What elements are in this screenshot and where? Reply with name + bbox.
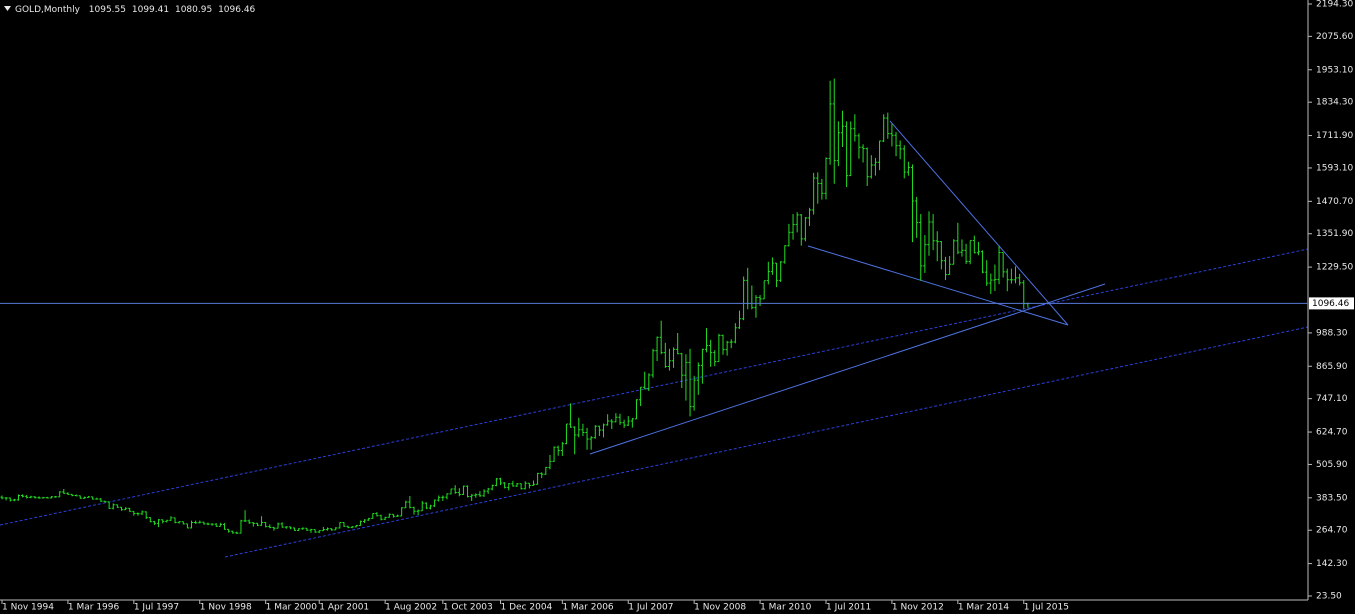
wedge-lower-line — [807, 245, 1069, 326]
x-tick-label: 1 Nov 1998 — [200, 603, 252, 613]
x-tick-label: 1 Jul 2011 — [826, 603, 871, 613]
x-tick-label: 1 Nov 2008 — [694, 603, 746, 613]
x-tick-label: 1 Mar 2000 — [266, 603, 318, 613]
x-tick-label: 1 Mar 2014 — [958, 603, 1010, 613]
open-value: 1095.55 — [89, 5, 126, 15]
menu-triangle — [4, 6, 11, 11]
y-tick-label: 2075.60 — [1316, 32, 1353, 42]
y-tick-label: 1470.70 — [1316, 197, 1353, 207]
y-tick-label: 2194.30 — [1316, 0, 1353, 10]
y-tick-label: 264.70 — [1316, 526, 1348, 536]
x-tick-label: 1 Nov 1994 — [2, 603, 54, 613]
y-tick-label: 624.70 — [1316, 428, 1348, 438]
x-tick-label: 1 Jul 2007 — [628, 603, 673, 613]
current-price-box — [1309, 297, 1354, 310]
channel-lower — [224, 326, 1309, 558]
x-tick-label: 1 Dec 2004 — [501, 603, 553, 613]
x-tick-label: 1 Jul 2015 — [1024, 603, 1069, 613]
symbol-title: GOLD,Monthly — [15, 5, 81, 15]
x-tick-label: 1 Nov 2012 — [892, 603, 944, 613]
x-tick-label: 1 Oct 2003 — [443, 603, 493, 613]
y-tick-label: 1229.50 — [1316, 263, 1353, 273]
trend-lines — [0, 120, 1309, 558]
y-tick-label: 142.30 — [1316, 559, 1348, 569]
y-tick-label: 1593.10 — [1316, 163, 1353, 173]
y-tick-label: 1351.90 — [1316, 229, 1353, 239]
header: GOLD,Monthly 1095.55 1099.41 1080.95 109… — [15, 5, 256, 15]
high-value: 1099.41 — [132, 5, 169, 15]
y-tick-label: 1711.90 — [1316, 131, 1353, 141]
y-tick-label: 383.50 — [1316, 493, 1348, 503]
wedge-upper-line — [889, 120, 1069, 326]
channel-upper — [0, 248, 1309, 526]
x-tick-label: 1 Mar 2010 — [760, 603, 812, 613]
y-tick-label: 747.10 — [1316, 394, 1348, 404]
current-price-label: 1096.46 — [1312, 299, 1349, 309]
y-tick-label: 505.90 — [1316, 460, 1348, 470]
x-tick-label: 1 Aug 2002 — [385, 603, 437, 613]
y-tick-label: 1953.10 — [1316, 65, 1353, 75]
support-line — [589, 283, 1106, 455]
y-tick-label: 23.50 — [1316, 592, 1342, 602]
x-tick-label: 1 Jul 1997 — [134, 603, 179, 613]
bars — [0, 78, 1030, 534]
x-tick-label: 1 Mar 1996 — [68, 603, 120, 613]
low-value: 1080.95 — [175, 5, 212, 15]
y-tick-label: 988.30 — [1316, 328, 1348, 338]
y-tick-label: 865.90 — [1316, 362, 1348, 372]
y-tick-label: 1834.30 — [1316, 98, 1353, 108]
x-tick-label: 1 Apr 2001 — [319, 603, 369, 613]
x-tick-label: 1 Mar 2006 — [562, 603, 614, 613]
close-value: 1096.46 — [218, 5, 255, 15]
